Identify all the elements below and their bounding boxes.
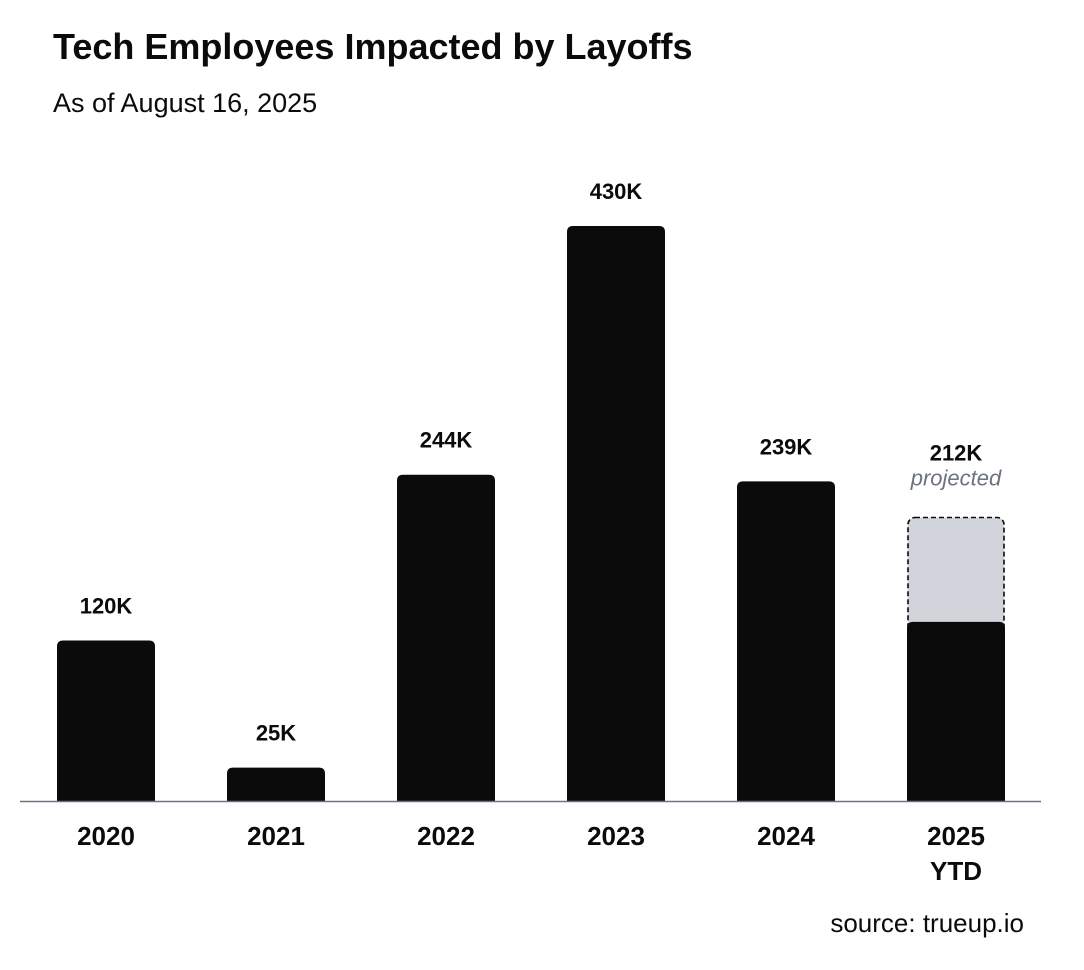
bar [567, 226, 665, 801]
data-label: 430K [590, 179, 643, 204]
x-tick-label: 2024 [757, 821, 815, 851]
bar [57, 640, 155, 801]
x-tick-label: 2020 [77, 821, 135, 851]
x-tick-label: 2022 [417, 821, 475, 851]
bar [737, 481, 835, 801]
bar [397, 474, 495, 801]
bar [227, 767, 325, 801]
data-label: 120K [80, 594, 133, 619]
data-label: 212K [930, 441, 983, 466]
data-label: 239K [760, 434, 813, 459]
x-tick-label: YTD [930, 856, 982, 886]
bar [907, 621, 1005, 801]
data-label: 244K [420, 428, 473, 453]
x-tick-label: 2023 [587, 821, 645, 851]
source-note: source: trueup.io [830, 908, 1024, 938]
x-tick-label: 2021 [247, 821, 305, 851]
chart-subtitle: As of August 16, 2025 [53, 88, 318, 118]
projected-label: projected [910, 466, 1002, 491]
chart-title: Tech Employees Impacted by Layoffs [53, 26, 693, 67]
data-label: 25K [256, 721, 296, 746]
x-tick-label: 2025 [927, 821, 985, 851]
